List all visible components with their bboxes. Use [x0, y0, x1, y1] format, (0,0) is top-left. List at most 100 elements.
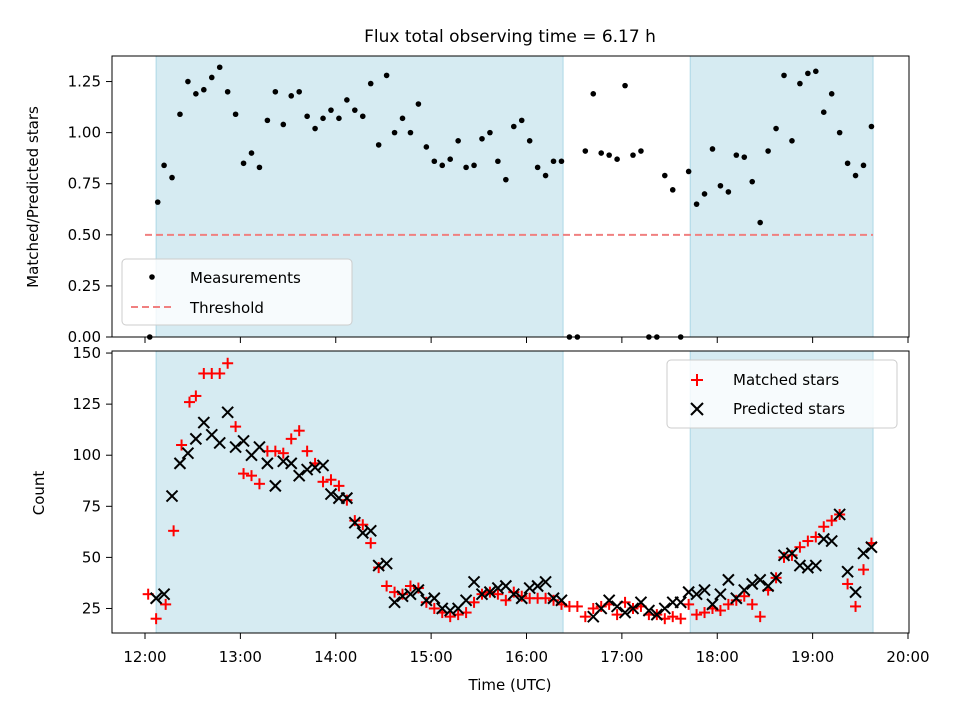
- measurement-point: [154, 199, 161, 205]
- measurement-point: [550, 158, 557, 165]
- top-y-ticks: 0.00 0.25 0.50 0.75 1.00 1.25: [68, 73, 112, 346]
- measurement-point: [749, 178, 756, 185]
- predicted-star-marker: [531, 579, 544, 593]
- measurement-point: [407, 129, 414, 136]
- predicted-star-marker: [658, 602, 672, 615]
- predicted-star-marker: [157, 587, 171, 601]
- predicted-star-marker: [253, 440, 266, 454]
- measurement-point: [375, 142, 382, 148]
- measurement-point: [828, 91, 835, 97]
- measurement-point: [614, 156, 620, 163]
- measurement-point: [304, 113, 310, 120]
- predicted-star-marker: [436, 602, 449, 615]
- matched-star-marker: [667, 611, 679, 623]
- predicted-star-marker: [277, 455, 290, 468]
- measurement-point: [232, 111, 239, 118]
- x-tick-label: 19:00: [791, 648, 834, 666]
- top-shaded-interval-1: [689, 55, 874, 338]
- measurement-point: [280, 121, 287, 128]
- measurement-point: [216, 64, 223, 71]
- matched-star-marker: [595, 600, 607, 612]
- measurement-point: [669, 187, 676, 193]
- predicted-star-marker: [475, 587, 489, 601]
- bottom-y-tick-label: 100: [72, 446, 101, 464]
- measurement-point: [487, 129, 493, 136]
- predicted-star-marker: [857, 547, 870, 560]
- predicted-star-marker: [642, 604, 656, 617]
- predicted-star-marker: [420, 594, 433, 607]
- matched-star-marker: [818, 521, 830, 533]
- predicted-star-marker: [610, 600, 624, 613]
- measurement-point: [503, 176, 509, 183]
- predicted-star-marker: [547, 592, 560, 605]
- matched-star-marker: [160, 598, 172, 610]
- matched-star-marker: [675, 613, 687, 625]
- measurement-point: [542, 172, 549, 179]
- top-plot-frame: [111, 55, 910, 338]
- measurement-point: [193, 91, 199, 97]
- x-axis-label: Time (UTC): [468, 676, 552, 694]
- predicted-star-marker: [285, 457, 298, 470]
- measurement-point: [391, 129, 398, 136]
- measurement-point: [757, 219, 763, 226]
- predicted-star-marker: [483, 585, 497, 599]
- measurement-point: [820, 109, 827, 115]
- predicted-star-marker: [149, 592, 163, 605]
- matched-star-marker: [699, 607, 711, 619]
- measurement-point: [805, 70, 811, 77]
- predicted-star-marker: [833, 508, 846, 521]
- measurement-point: [383, 72, 390, 79]
- measurement-point: [813, 68, 819, 75]
- measurement-point: [733, 152, 740, 158]
- bottom-y-tick-label: 25: [82, 599, 101, 617]
- matched-star-marker: [842, 578, 854, 590]
- matched-star-marker: [587, 602, 599, 614]
- measurement-point: [765, 148, 771, 154]
- measurement-point: [789, 138, 795, 144]
- measurement-point: [431, 158, 438, 165]
- predicted-star-marker: [793, 559, 807, 572]
- matched-legend-label: Matched stars: [733, 371, 839, 389]
- predicted-star-marker: [650, 608, 664, 621]
- top-y-tick-label: 0.00: [68, 328, 101, 346]
- x-tick-label: 18:00: [696, 648, 739, 666]
- matched-star-marker: [214, 367, 226, 379]
- predicted-star-marker: [523, 581, 536, 595]
- predicted-star-marker: [221, 406, 234, 419]
- measurement-point: [399, 115, 406, 122]
- matched-star-marker: [571, 600, 583, 612]
- predicted-star-marker: [690, 587, 703, 601]
- matched-star-marker: [349, 515, 361, 527]
- predicted-star-marker: [841, 565, 854, 578]
- measurement-point: [447, 156, 454, 163]
- top-legend-box: [121, 258, 353, 326]
- measurement-point: [844, 160, 851, 167]
- top-y-tick-label: 0.75: [68, 175, 101, 193]
- matched-star-marker: [269, 445, 281, 457]
- matched-star-marker: [293, 425, 305, 437]
- measurement-point: [693, 201, 700, 207]
- measurement-point: [352, 107, 358, 113]
- measurement-point: [423, 144, 430, 150]
- matched-star-marker: [794, 541, 806, 553]
- predicted-star-marker: [189, 432, 203, 446]
- matched-star-marker: [150, 613, 162, 625]
- predicted-star-marker: [602, 594, 616, 607]
- x-tick-label: 20:00: [886, 648, 929, 666]
- matched-star-marker: [691, 609, 703, 621]
- measurement-point: [495, 158, 501, 165]
- measurement-point: [701, 191, 708, 197]
- matched-star-marker: [253, 478, 265, 490]
- matched-star-marker: [190, 390, 202, 402]
- predicted-star-marker: [396, 590, 409, 603]
- top-legend: Measurements Threshold: [121, 258, 353, 326]
- predicted-star-marker: [809, 559, 823, 572]
- matched-star-marker: [246, 470, 258, 482]
- predicted-star-marker: [746, 577, 759, 591]
- measurement-point: [781, 72, 787, 79]
- matched-star-marker: [176, 439, 188, 451]
- bottom-plot-frame: [111, 350, 910, 634]
- measurement-point: [296, 88, 302, 95]
- measurement-point: [415, 101, 422, 107]
- bottom-y-tick-label: 50: [82, 548, 101, 566]
